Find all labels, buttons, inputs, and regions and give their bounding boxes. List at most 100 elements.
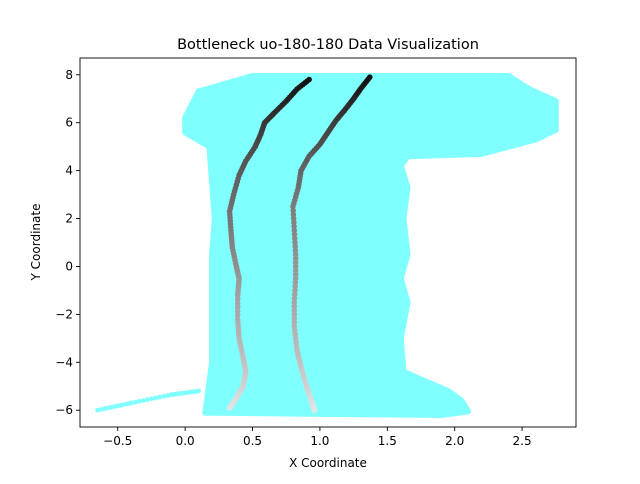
trajectory-point	[291, 223, 297, 230]
trajectory-point	[292, 259, 299, 266]
trajectory-point	[291, 311, 298, 318]
highlighted-trajectories	[226, 74, 373, 414]
background-trajectory-cloud	[182, 72, 559, 419]
y-tick-label: 0	[65, 259, 73, 273]
trajectory-point	[234, 300, 241, 307]
background-point	[128, 400, 134, 406]
background-point	[484, 143, 490, 149]
x-tick-label: 0.5	[243, 434, 262, 448]
trajectory-point	[292, 251, 299, 258]
trajectory-point	[292, 239, 298, 246]
background-point	[514, 113, 520, 119]
x-tick-label: 2.5	[513, 434, 532, 448]
background-point	[521, 112, 526, 118]
background-point	[432, 150, 437, 156]
x-axis: −0.5 0.0 0.5 1.0 1.5 2.0 2.5	[103, 427, 532, 448]
background-trajectories	[95, 72, 559, 419]
trajectory-point	[292, 267, 299, 274]
trajectory-point	[292, 283, 299, 290]
background-point	[457, 148, 463, 153]
background-point	[140, 398, 146, 403]
trajectory-point	[291, 323, 298, 330]
y-tick-label: −2	[55, 307, 73, 321]
y-tick-label: −4	[55, 355, 73, 369]
background-point	[440, 150, 445, 155]
x-tick-label: −0.5	[103, 434, 132, 448]
background-point	[157, 394, 162, 400]
background-point	[428, 151, 433, 157]
background-point	[153, 395, 158, 401]
background-point	[468, 146, 474, 151]
background-point	[463, 147, 468, 152]
trajectory-point	[291, 315, 298, 322]
trajectory-point	[292, 243, 299, 250]
y-axis: −6 −4 −2 0 2 4 6 8	[55, 68, 80, 417]
x-tick-label: 1.0	[310, 434, 329, 448]
trajectory-point	[291, 227, 298, 234]
background-point	[502, 115, 508, 121]
background-point	[496, 116, 502, 122]
background-point	[411, 152, 417, 158]
trajectory-point	[234, 296, 241, 303]
background-point	[500, 140, 506, 146]
background-point	[506, 139, 512, 145]
plot-area	[95, 72, 559, 419]
background-point	[436, 150, 441, 156]
background-point	[533, 110, 538, 116]
trajectory-point	[234, 308, 241, 314]
y-tick-label: 8	[65, 68, 73, 82]
y-tick-label: 2	[65, 212, 73, 226]
background-point	[490, 142, 495, 148]
background-point	[473, 145, 479, 151]
background-point	[419, 151, 425, 157]
trajectory-point	[291, 235, 298, 242]
trajectory-point	[291, 231, 298, 238]
background-point	[136, 398, 142, 404]
trajectory-point	[234, 304, 241, 310]
trajectory-point	[306, 76, 312, 83]
x-tick-label: 2.0	[445, 434, 464, 448]
trajectory-point	[292, 287, 298, 294]
axes-frame	[79, 57, 577, 428]
trajectory-point	[292, 271, 299, 278]
background-point	[495, 141, 501, 147]
background-point	[484, 118, 490, 124]
chart-title: Bottleneck uo-180-180 Data Visualization	[177, 37, 479, 53]
background-point	[196, 388, 202, 394]
trajectory-point	[292, 255, 299, 262]
x-axis-label: X Coordinate	[289, 456, 367, 470]
y-tick-label: −6	[55, 403, 73, 417]
y-tick-label: 6	[65, 116, 73, 130]
background-point	[452, 149, 458, 154]
trajectory-point	[234, 316, 241, 322]
background-point	[132, 399, 138, 405]
trajectory-point	[291, 303, 298, 310]
trajectory-point	[291, 319, 298, 326]
y-tick-label: 4	[65, 164, 73, 178]
background-point	[508, 114, 514, 120]
background-point	[149, 396, 154, 402]
background-point	[479, 144, 485, 150]
trajectory-point	[291, 307, 298, 314]
x-tick-label: 1.5	[378, 434, 397, 448]
trajectory-point	[292, 247, 299, 254]
trajectory-point	[234, 312, 241, 318]
trajectory-point	[292, 263, 299, 270]
background-point	[423, 151, 429, 157]
trajectory-point	[292, 275, 299, 282]
trajectory-point	[291, 219, 297, 226]
x-tick-label: 0.0	[176, 434, 195, 448]
trajectory-point	[291, 291, 298, 298]
background-point	[144, 397, 150, 403]
trajectory-point	[290, 215, 297, 222]
trajectory-point	[291, 295, 298, 302]
trajectory-point	[291, 299, 298, 306]
trajectory-point	[292, 279, 299, 286]
y-axis-label: Y Coordinate	[29, 204, 43, 282]
background-point	[527, 111, 532, 117]
background-point	[448, 149, 454, 155]
background-point	[472, 120, 478, 126]
background-point	[444, 149, 450, 155]
